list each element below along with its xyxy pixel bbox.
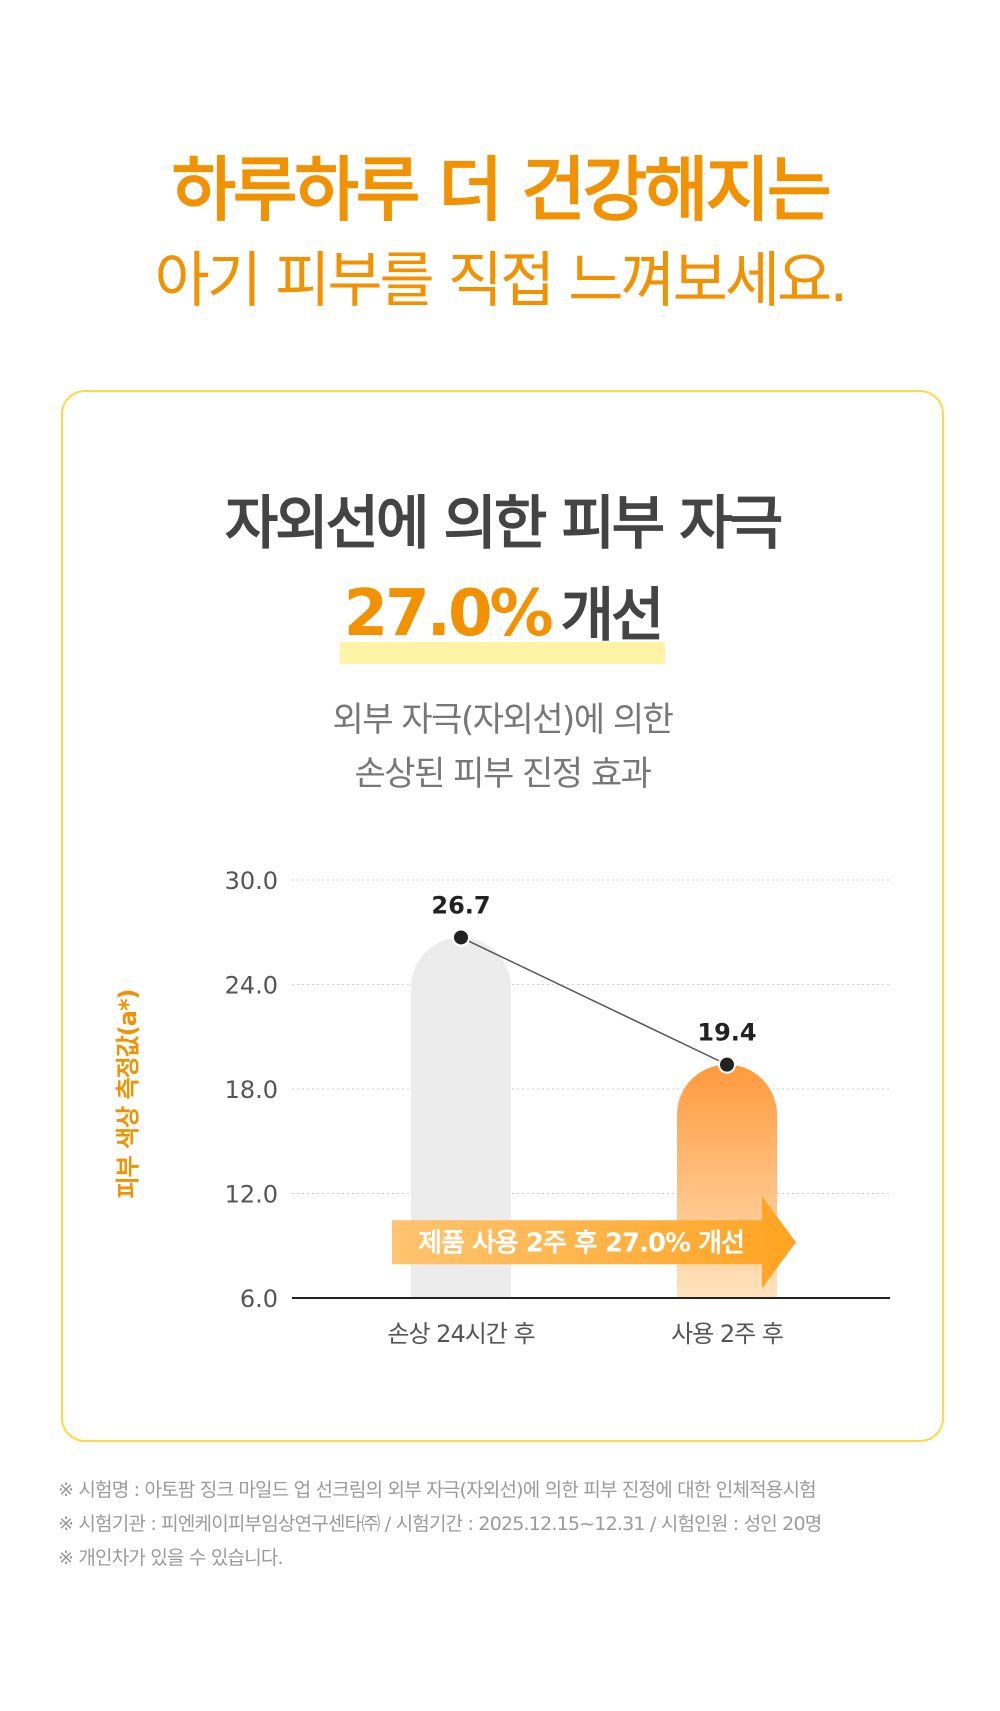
- y-tick-label: 12.0: [225, 1181, 278, 1209]
- footnote-3: ※ 개인차가 있을 수 있습니다.: [58, 1547, 284, 1569]
- data-value-label: 26.7: [431, 891, 490, 919]
- stat-value: 27.0%: [343, 577, 554, 651]
- y-tick-label: 6.0: [240, 1285, 278, 1313]
- x-category-label: 사용 2주 후: [671, 1320, 783, 1348]
- y-tick-label: 30.0: [225, 867, 278, 895]
- headline-line1: 하루하루 더 건강해지는: [171, 149, 832, 231]
- card-subtitle-line1: 외부 자극(자외선)에 의한: [332, 700, 674, 740]
- stat-text: 개선: [560, 581, 665, 649]
- y-tick-label: 24.0: [225, 972, 278, 1000]
- headline-line2: 아기 피부를 직접 느껴보세요.: [154, 246, 849, 316]
- x-category-label: 손상 24시간 후: [387, 1320, 534, 1348]
- data-point: [718, 1055, 736, 1074]
- card-subtitle-line2: 손상된 피부 진정 효과: [354, 754, 652, 794]
- trend-line-segment: [460, 936, 728, 1066]
- bar: [411, 937, 511, 1298]
- annotation-arrow-shape: [392, 1196, 796, 1289]
- footnote-1: ※ 시험명 : 아토팜 징크 마일드 업 선크림의 외부 자극(자외선)에 의한…: [58, 1479, 817, 1501]
- footnote-2: ※ 시험기관 : 피엔케이피부임상연구센타㈜ / 시험기간 : 2025.12.…: [58, 1513, 822, 1535]
- annotation-arrow: [392, 1196, 796, 1289]
- y-axis-label: 피부 색상 측정값(a*): [114, 990, 142, 1199]
- card-title: 자외선에 의한 피부 자극: [224, 489, 783, 557]
- axis: 30.0 24.0 18.0 12.0 6.0 피부 색상 측정값(a*): [114, 867, 890, 1313]
- stat-line: 27.0% 개선: [63, 576, 942, 668]
- highlight-bar: [339, 642, 666, 664]
- gridlines: [292, 879, 890, 1194]
- data-value-label: 19.4: [697, 1019, 756, 1047]
- data-point: [452, 928, 470, 947]
- y-tick-label: 18.0: [225, 1076, 278, 1104]
- labels: 손상 24시간 후 사용 2주 후 제품 사용 2주 후 27.0% 개선 26.7 1…: [387, 891, 784, 1348]
- annotation-text: 제품 사용 2주 후 27.0% 개선: [418, 1228, 744, 1258]
- trend-line: [452, 928, 736, 1074]
- stat-highlight: 27.0% 개선: [339, 576, 666, 668]
